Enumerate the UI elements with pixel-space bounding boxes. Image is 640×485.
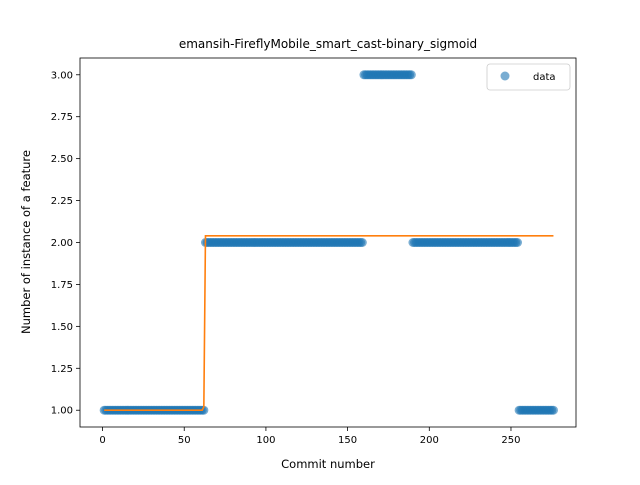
data-point xyxy=(199,405,209,415)
legend: data xyxy=(486,63,571,91)
fit-line-layer xyxy=(104,234,554,412)
data-point xyxy=(406,70,416,80)
data-point xyxy=(548,405,558,415)
fit-line xyxy=(104,234,554,412)
x-tick-label: 250 xyxy=(501,435,520,446)
data-point xyxy=(357,238,367,247)
y-tick-label: 1.25 xyxy=(51,364,73,375)
y-tick-label: 2.50 xyxy=(51,154,73,165)
y-tick-label: 2.00 xyxy=(51,238,73,249)
legend-marker xyxy=(500,71,510,81)
y-axis-ticks: 1.00 1.25 1.50 1.75 2.00 2.25 2.50 2.75 3.00 xyxy=(51,70,80,417)
data-point xyxy=(513,238,523,247)
y-tick-label: 1.50 xyxy=(51,322,73,333)
x-tick-label: 0 xyxy=(99,435,105,446)
legend-box xyxy=(486,63,571,91)
x-axis-label: Commit number xyxy=(281,457,375,471)
y-tick-label: 1.00 xyxy=(51,406,73,417)
y-tick-label: 1.75 xyxy=(51,280,73,291)
x-tick-label: 200 xyxy=(420,435,439,446)
x-tick-label: 150 xyxy=(338,435,357,446)
x-tick-label: 50 xyxy=(178,435,191,446)
y-tick-label: 2.75 xyxy=(51,112,73,123)
chart-title: emansih-FireflyMobile_smart_cast-binary_… xyxy=(179,37,477,51)
y-tick-label: 3.00 xyxy=(51,70,73,81)
y-axis-label: Number of instance of a feature xyxy=(19,150,33,334)
y-tick-label: 2.25 xyxy=(51,196,73,207)
x-axis-ticks: 0 50 100 150 200 250 xyxy=(99,427,521,446)
legend-entry: data xyxy=(533,72,556,83)
x-tick-label: 100 xyxy=(256,435,275,446)
